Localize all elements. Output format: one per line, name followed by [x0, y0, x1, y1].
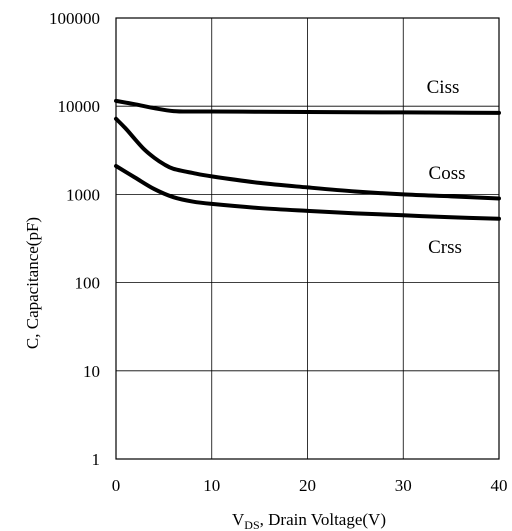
x-axis-title-prefix: V — [232, 510, 245, 529]
series-label-coss: Coss — [429, 163, 466, 184]
series-line-crss — [114, 163, 501, 221]
series-label-crss: Crss — [428, 237, 462, 258]
x-tick-label: 40 — [491, 476, 508, 495]
x-axis-tick-labels: 0 10 20 30 40 — [112, 476, 508, 495]
y-tick-label: 10000 — [58, 97, 101, 116]
x-tick-label: 30 — [395, 476, 412, 495]
x-tick-label: 0 — [112, 476, 121, 495]
series-line-ciss — [114, 98, 501, 115]
y-tick-label: 10 — [83, 362, 100, 381]
y-tick-label: 100000 — [49, 9, 100, 28]
series-lines — [114, 98, 501, 221]
y-tick-label: 100 — [75, 274, 101, 293]
series-labels: Ciss Coss Crss — [427, 77, 466, 258]
series-line-coss — [114, 116, 501, 201]
y-axis-tick-labels: 1 10 100 1000 10000 100000 — [49, 9, 100, 469]
x-axis-title: VDS, Drain Voltage(V) — [232, 510, 386, 531]
series-label-ciss: Ciss — [427, 77, 460, 98]
y-tick-label: 1 — [92, 450, 101, 469]
x-tick-label: 20 — [299, 476, 316, 495]
y-axis-title: C, Capacitance(pF) — [23, 217, 42, 349]
y-tick-label: 1000 — [66, 185, 100, 204]
x-axis-title-suffix: , Drain Voltage(V) — [260, 510, 386, 529]
plot-frame — [115, 17, 500, 460]
x-tick-label: 10 — [203, 476, 220, 495]
x-axis-title-subscript: DS — [244, 518, 259, 531]
